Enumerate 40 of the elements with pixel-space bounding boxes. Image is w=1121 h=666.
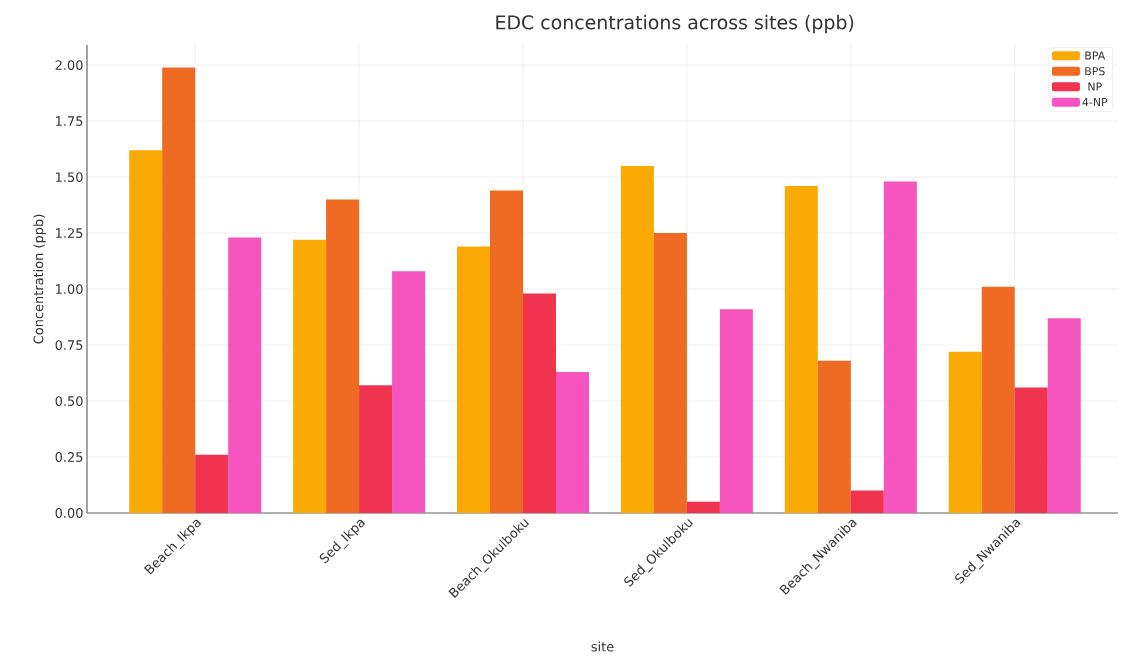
bar <box>784 186 818 513</box>
bar <box>129 150 163 513</box>
chart-title: EDC concentrations across sites (ppb) <box>496 14 854 34</box>
legend-label: BPS <box>1085 67 1105 76</box>
bar <box>523 293 556 513</box>
bar <box>817 360 851 513</box>
bar <box>326 199 360 513</box>
y-tick-label: 2.00 <box>55 60 83 71</box>
y-tick-label: 0.75 <box>55 340 83 350</box>
x-axis-title: site <box>591 641 614 652</box>
bar <box>653 233 687 513</box>
bar <box>850 490 884 513</box>
bar <box>457 246 490 513</box>
bar <box>359 385 393 513</box>
bar <box>686 501 720 513</box>
bar <box>1047 318 1081 513</box>
bar <box>293 239 327 513</box>
bar <box>981 286 1015 513</box>
bar <box>719 309 753 513</box>
bar <box>195 454 229 513</box>
y-tick-label: 1.25 <box>56 228 83 238</box>
bar <box>162 67 196 513</box>
bar <box>490 190 523 513</box>
bar <box>883 181 917 513</box>
legend-label: 4-NP <box>1082 98 1108 107</box>
y-tick-label: 0.00 <box>55 508 83 518</box>
bar <box>1014 387 1048 513</box>
y-axis-title: Concentration (ppb) <box>33 214 46 344</box>
y-tick-label: 1.75 <box>56 116 83 126</box>
bar <box>620 165 654 513</box>
bar <box>948 351 982 513</box>
bar <box>392 271 426 513</box>
legend-label: BPA <box>1085 51 1106 60</box>
y-tick-label: 0.50 <box>55 396 83 406</box>
bar <box>228 237 262 513</box>
bar <box>556 371 589 513</box>
y-tick-label: 0.25 <box>55 452 83 462</box>
y-tick-label: 1.50 <box>56 172 83 183</box>
legend-label: NP <box>1088 82 1102 91</box>
y-tick-label: 1.00 <box>56 284 83 294</box>
